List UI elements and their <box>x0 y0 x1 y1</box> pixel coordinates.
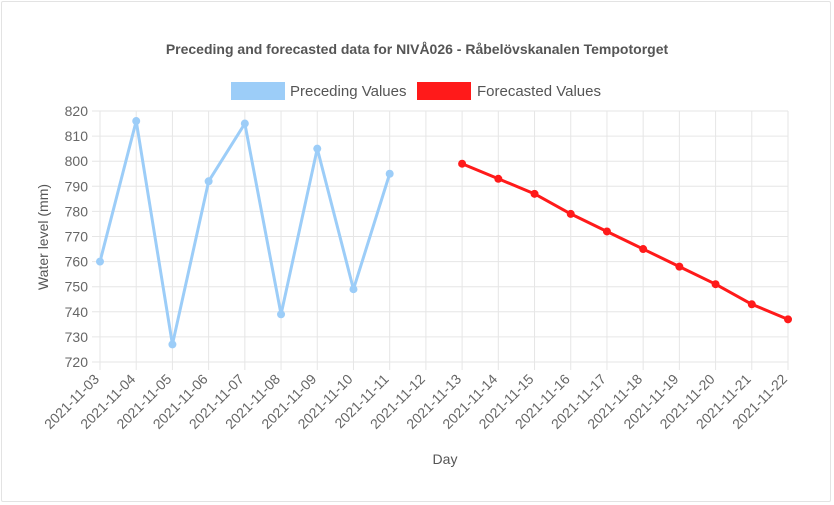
data-point[interactable] <box>747 300 756 309</box>
x-axis-title: Day <box>433 451 458 467</box>
y-tick-label: 810 <box>65 128 89 144</box>
y-tick-label: 730 <box>65 329 89 345</box>
data-point[interactable] <box>602 227 611 236</box>
y-tick-label: 780 <box>65 203 89 219</box>
series-line-forecasted <box>461 162 789 321</box>
data-point[interactable] <box>675 262 684 271</box>
data-point[interactable] <box>168 340 177 349</box>
y-axis-title: Water level (mm) <box>35 184 51 290</box>
y-tick-label: 750 <box>65 279 89 295</box>
data-point[interactable] <box>349 285 358 294</box>
data-point[interactable] <box>313 144 322 153</box>
legend-item-preceding[interactable]: Preceding Values <box>231 82 406 100</box>
data-point[interactable] <box>204 177 213 186</box>
data-point[interactable] <box>784 315 792 324</box>
y-tick-label: 820 <box>65 103 89 119</box>
legend-swatch-forecasted <box>417 82 471 100</box>
data-point[interactable] <box>530 189 539 198</box>
y-tick-label: 740 <box>65 304 89 320</box>
x-axis: 2021-11-032021-11-042021-11-052021-11-06… <box>41 371 790 432</box>
legend-label-preceding: Preceding Values <box>290 83 406 100</box>
data-point[interactable] <box>711 280 720 289</box>
legend: Preceding Values Forecasted Values <box>231 82 601 100</box>
data-point[interactable] <box>458 159 467 168</box>
data-point[interactable] <box>385 169 394 178</box>
legend-item-forecasted[interactable]: Forecasted Values <box>417 82 601 100</box>
y-tick-label: 720 <box>65 354 89 370</box>
y-axis: 820 810 800 790 780 770 760 750 740 730 720 <box>65 103 89 370</box>
data-point[interactable] <box>277 310 286 319</box>
y-tick-label: 760 <box>65 254 89 270</box>
chart-title: Preceding and forecasted data for NIVÅ02… <box>166 41 669 57</box>
data-point[interactable] <box>240 119 249 128</box>
y-tick-label: 800 <box>65 153 89 169</box>
data-point[interactable] <box>494 174 503 183</box>
data-point[interactable] <box>132 117 141 126</box>
legend-label-forecasted: Forecasted Values <box>477 83 601 100</box>
data-point[interactable] <box>639 245 648 254</box>
y-tick-label: 770 <box>65 229 89 245</box>
data-point[interactable] <box>566 209 575 218</box>
data-point[interactable] <box>96 257 104 266</box>
legend-swatch-preceding <box>231 82 285 100</box>
y-tick-label: 790 <box>65 178 89 194</box>
series-layer <box>96 117 792 349</box>
